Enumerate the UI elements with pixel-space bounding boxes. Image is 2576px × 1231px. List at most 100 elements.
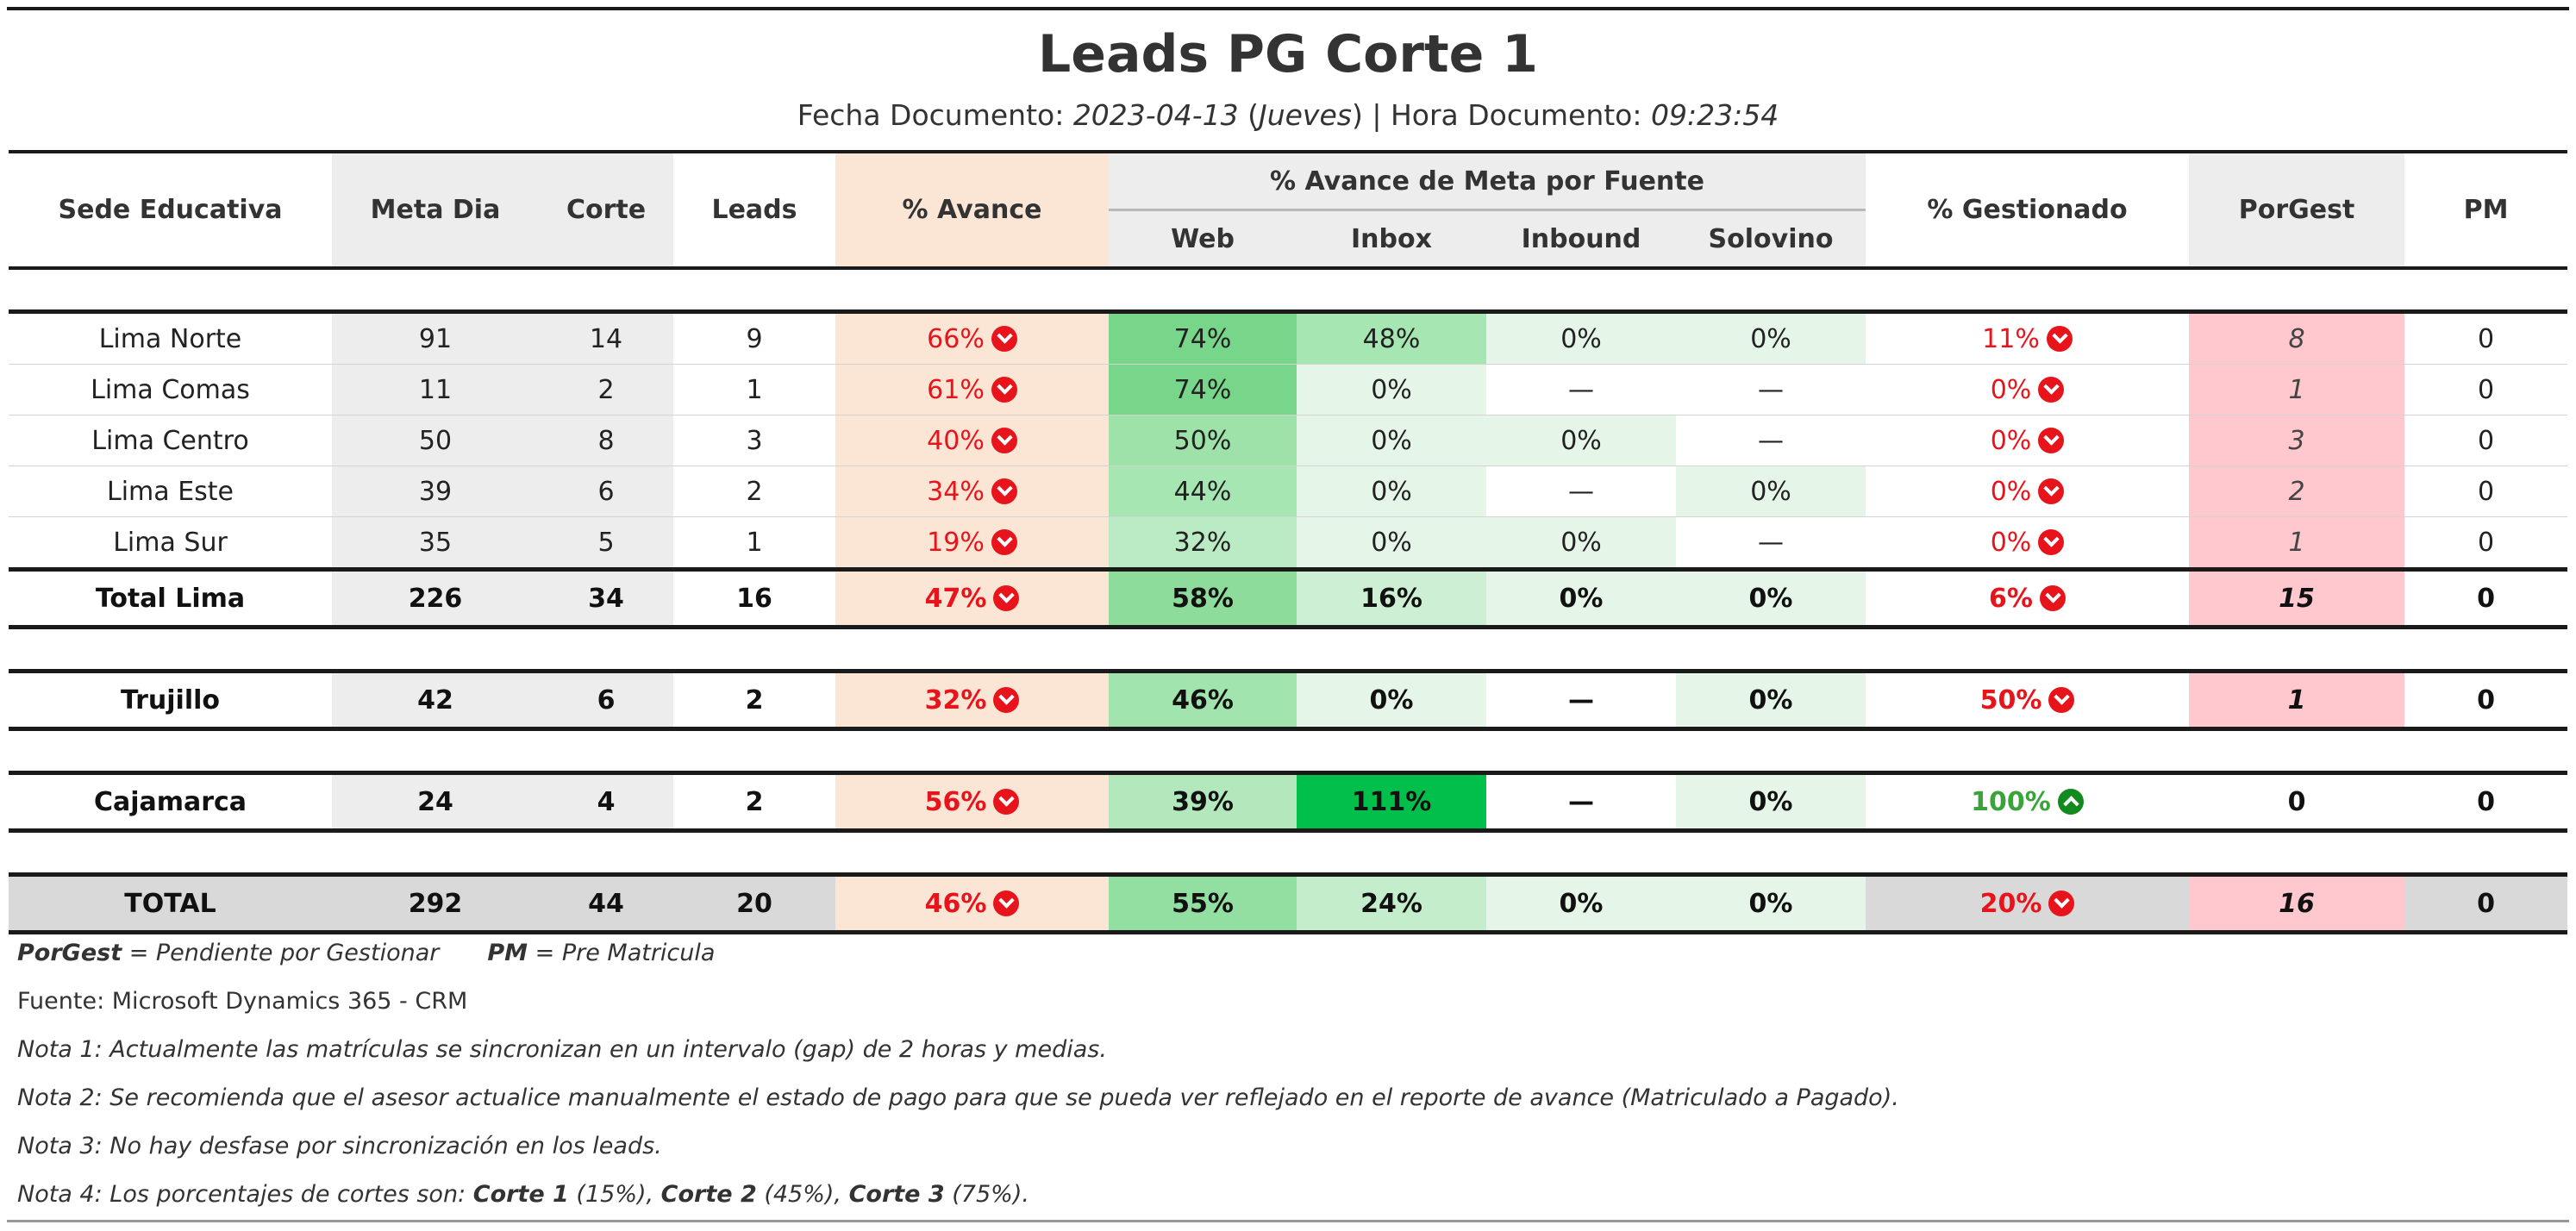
cell-corte: 14 bbox=[539, 309, 673, 365]
cell-porgest: 0 bbox=[2189, 771, 2405, 833]
down-circle-icon bbox=[993, 890, 1020, 916]
header-avance: % Avance bbox=[835, 150, 1109, 270]
cell-avance-value: 19% bbox=[927, 527, 985, 558]
notes-section: PorGest = Pendiente por Gestionar PM = Pr… bbox=[17, 936, 1899, 1226]
cell-inbound: — bbox=[1486, 669, 1676, 731]
cell-avance-value: 46% bbox=[924, 888, 987, 919]
cell-avance: 32% bbox=[835, 669, 1109, 731]
cell-avance: 40% bbox=[835, 415, 1109, 466]
cell-inbox: 0% bbox=[1297, 415, 1486, 466]
header-inbox: Inbox bbox=[1297, 209, 1486, 270]
cell-gestionado: 6% bbox=[1866, 567, 2190, 629]
cell-sede: Lima Este bbox=[9, 466, 332, 517]
cell-inbound: 0% bbox=[1486, 516, 1676, 570]
cell-inbox: 48% bbox=[1297, 309, 1486, 365]
down-circle-icon bbox=[991, 376, 1017, 403]
down-circle-icon bbox=[991, 325, 1017, 352]
cell-meta: 35 bbox=[332, 516, 539, 570]
cell-sede: Lima Centro bbox=[9, 415, 332, 466]
down-circle-icon bbox=[991, 478, 1017, 504]
cell-corte: 4 bbox=[539, 771, 673, 833]
cell-leads: 1 bbox=[673, 516, 835, 570]
cell-pm: 0 bbox=[2404, 466, 2568, 517]
cell-avance-value: 56% bbox=[924, 786, 987, 817]
cell-inbound: 0% bbox=[1486, 872, 1676, 934]
cell-inbox: 111% bbox=[1297, 771, 1486, 833]
cell-web: 74% bbox=[1109, 364, 1297, 416]
cell-gestionado-value: 0% bbox=[1990, 374, 2032, 405]
cell-leads: 2 bbox=[673, 669, 835, 731]
cell-solovino: 0% bbox=[1676, 466, 1866, 517]
cell-sede: Lima Sur bbox=[9, 516, 332, 570]
cell-porgest: 1 bbox=[2189, 516, 2405, 570]
table-row: Lima Este 39 6 2 34% 44% 0% —0% 0% 2 0 bbox=[9, 466, 2568, 517]
header-inbound: Inbound bbox=[1486, 209, 1676, 270]
cell-corte: 2 bbox=[539, 364, 673, 416]
cell-meta: 24 bbox=[332, 771, 539, 833]
cell-gestionado: 0% bbox=[1866, 516, 2190, 570]
report-subtitle: Fecha Documento: 2023-04-13 (Jueves) | H… bbox=[797, 98, 1779, 132]
cell-solovino: 0% bbox=[1676, 567, 1866, 629]
header-pm: PM bbox=[2404, 150, 2568, 270]
hora-value: 09:23:54 bbox=[1650, 98, 1779, 132]
down-circle-icon bbox=[993, 584, 1020, 611]
cell-corte: 6 bbox=[539, 466, 673, 517]
cell-leads: 2 bbox=[673, 771, 835, 833]
cell-inbound: — bbox=[1486, 466, 1676, 517]
cell-meta: 42 bbox=[332, 669, 539, 731]
cell-meta: 50 bbox=[332, 415, 539, 466]
header-gestionado: % Gestionado bbox=[1866, 150, 2190, 270]
spacer-row bbox=[9, 628, 2567, 672]
spacer-cell bbox=[9, 268, 2567, 312]
cell-meta: 91 bbox=[332, 309, 539, 365]
cell-inbound: — bbox=[1486, 771, 1676, 833]
cell-pm: 0 bbox=[2404, 309, 2568, 365]
cell-leads: 3 bbox=[673, 415, 835, 466]
cell-corte: 34 bbox=[539, 567, 673, 629]
header-web: Web bbox=[1109, 209, 1297, 270]
day-value: Jueves bbox=[1258, 98, 1352, 132]
fecha-value: 2023-04-13 bbox=[1072, 98, 1239, 132]
cell-pm: 0 bbox=[2404, 669, 2568, 731]
spacer-cell bbox=[9, 628, 2567, 672]
report-title: Leads PG Corte 1 bbox=[1038, 24, 1538, 84]
cell-solovino: 0% bbox=[1676, 669, 1866, 731]
header-solovino: Solovino bbox=[1676, 209, 1866, 270]
down-circle-icon bbox=[2038, 528, 2065, 555]
cell-avance: 19% bbox=[835, 516, 1109, 570]
cell-solovino: 0% bbox=[1676, 872, 1866, 934]
cell-pm: 0 bbox=[2404, 364, 2568, 416]
down-circle-icon bbox=[993, 686, 1020, 713]
cell-inbound: — bbox=[1486, 364, 1676, 416]
table-row: Lima Centro 50 8 3 40% 50% 0% 0% —0% 3 0 bbox=[9, 415, 2568, 466]
cell-gestionado: 11% bbox=[1866, 309, 2190, 365]
cell-avance: 34% bbox=[835, 466, 1109, 517]
down-circle-icon bbox=[2046, 325, 2073, 352]
cell-avance: 61% bbox=[835, 364, 1109, 416]
header-sede: Sede Educativa bbox=[9, 150, 332, 270]
cell-porgest: 3 bbox=[2189, 415, 2405, 466]
cell-gestionado-value: 0% bbox=[1990, 527, 2032, 558]
cell-avance: 47% bbox=[835, 567, 1109, 629]
down-circle-icon bbox=[2039, 584, 2066, 611]
cell-gestionado: 0% bbox=[1866, 466, 2190, 517]
cell-gestionado-value: 0% bbox=[1990, 425, 2032, 456]
cell-gestionado: 100% bbox=[1866, 771, 2190, 833]
cell-pm: 0 bbox=[2404, 567, 2568, 629]
total-lima-row: Total Lima 226 34 16 47% 58% 16% 0% 0% 6% 15 0 bbox=[9, 567, 2568, 629]
cell-solovino: 0% bbox=[1676, 309, 1866, 365]
cell-inbound: 0% bbox=[1486, 309, 1676, 365]
cell-meta: 292 bbox=[332, 872, 539, 934]
cell-sede: Trujillo bbox=[9, 669, 332, 731]
cell-inbox: 0% bbox=[1297, 466, 1486, 517]
spacer-cell bbox=[9, 729, 2567, 773]
cell-gestionado: 20% bbox=[1866, 872, 2190, 934]
cell-leads: 1 bbox=[673, 364, 835, 416]
trujillo-row: Trujillo 42 6 2 32% 46% 0% —0% 50% 1 0 bbox=[9, 669, 2568, 731]
cell-web: 32% bbox=[1109, 516, 1297, 570]
cell-porgest: 1 bbox=[2189, 364, 2405, 416]
cell-solovino: — bbox=[1676, 415, 1866, 466]
cell-web: 39% bbox=[1109, 771, 1297, 833]
cell-avance: 46% bbox=[835, 872, 1109, 934]
down-circle-icon bbox=[991, 427, 1017, 453]
